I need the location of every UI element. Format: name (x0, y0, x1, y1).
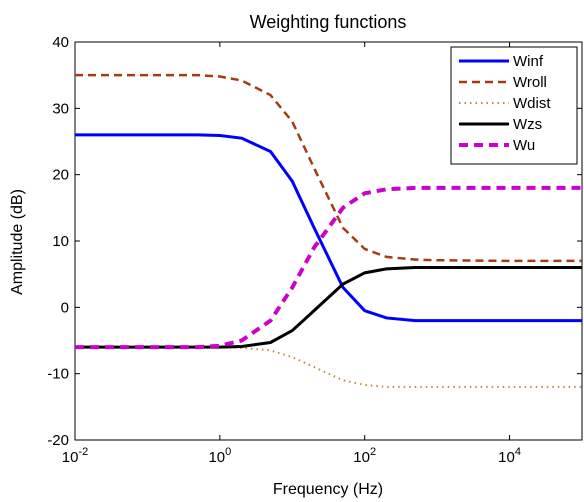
x-tick-label: 10-2 (62, 446, 88, 466)
y-axis-label: Amplitude (dB) (9, 189, 26, 295)
legend-label: Wdist (513, 95, 551, 112)
legend-label: Wu (513, 137, 535, 154)
y-tick-label: 30 (52, 100, 69, 117)
series-line (75, 73, 582, 263)
legend-label: Wzs (513, 116, 542, 133)
x-tick-label: 100 (208, 446, 231, 466)
y-tick-label: -20 (47, 432, 69, 449)
chart-title: Weighting functions (250, 12, 407, 32)
y-tick-label: 20 (52, 167, 69, 184)
series-line (75, 266, 582, 349)
y-tick-label: -10 (47, 366, 69, 383)
x-tick-label: 102 (353, 446, 376, 466)
legend (450, 46, 578, 165)
series-line (75, 133, 582, 323)
y-tick-label: 40 (52, 34, 69, 51)
legend-label: Winf (513, 53, 544, 70)
x-tick-label: 104 (498, 446, 521, 466)
series-line (75, 346, 582, 388)
x-axis-label: Frequency (Hz) (273, 481, 383, 498)
y-tick-label: 0 (61, 299, 69, 316)
series-line (75, 185, 582, 350)
y-tick-label: 10 (52, 233, 69, 250)
legend-label: Wroll (513, 74, 547, 91)
